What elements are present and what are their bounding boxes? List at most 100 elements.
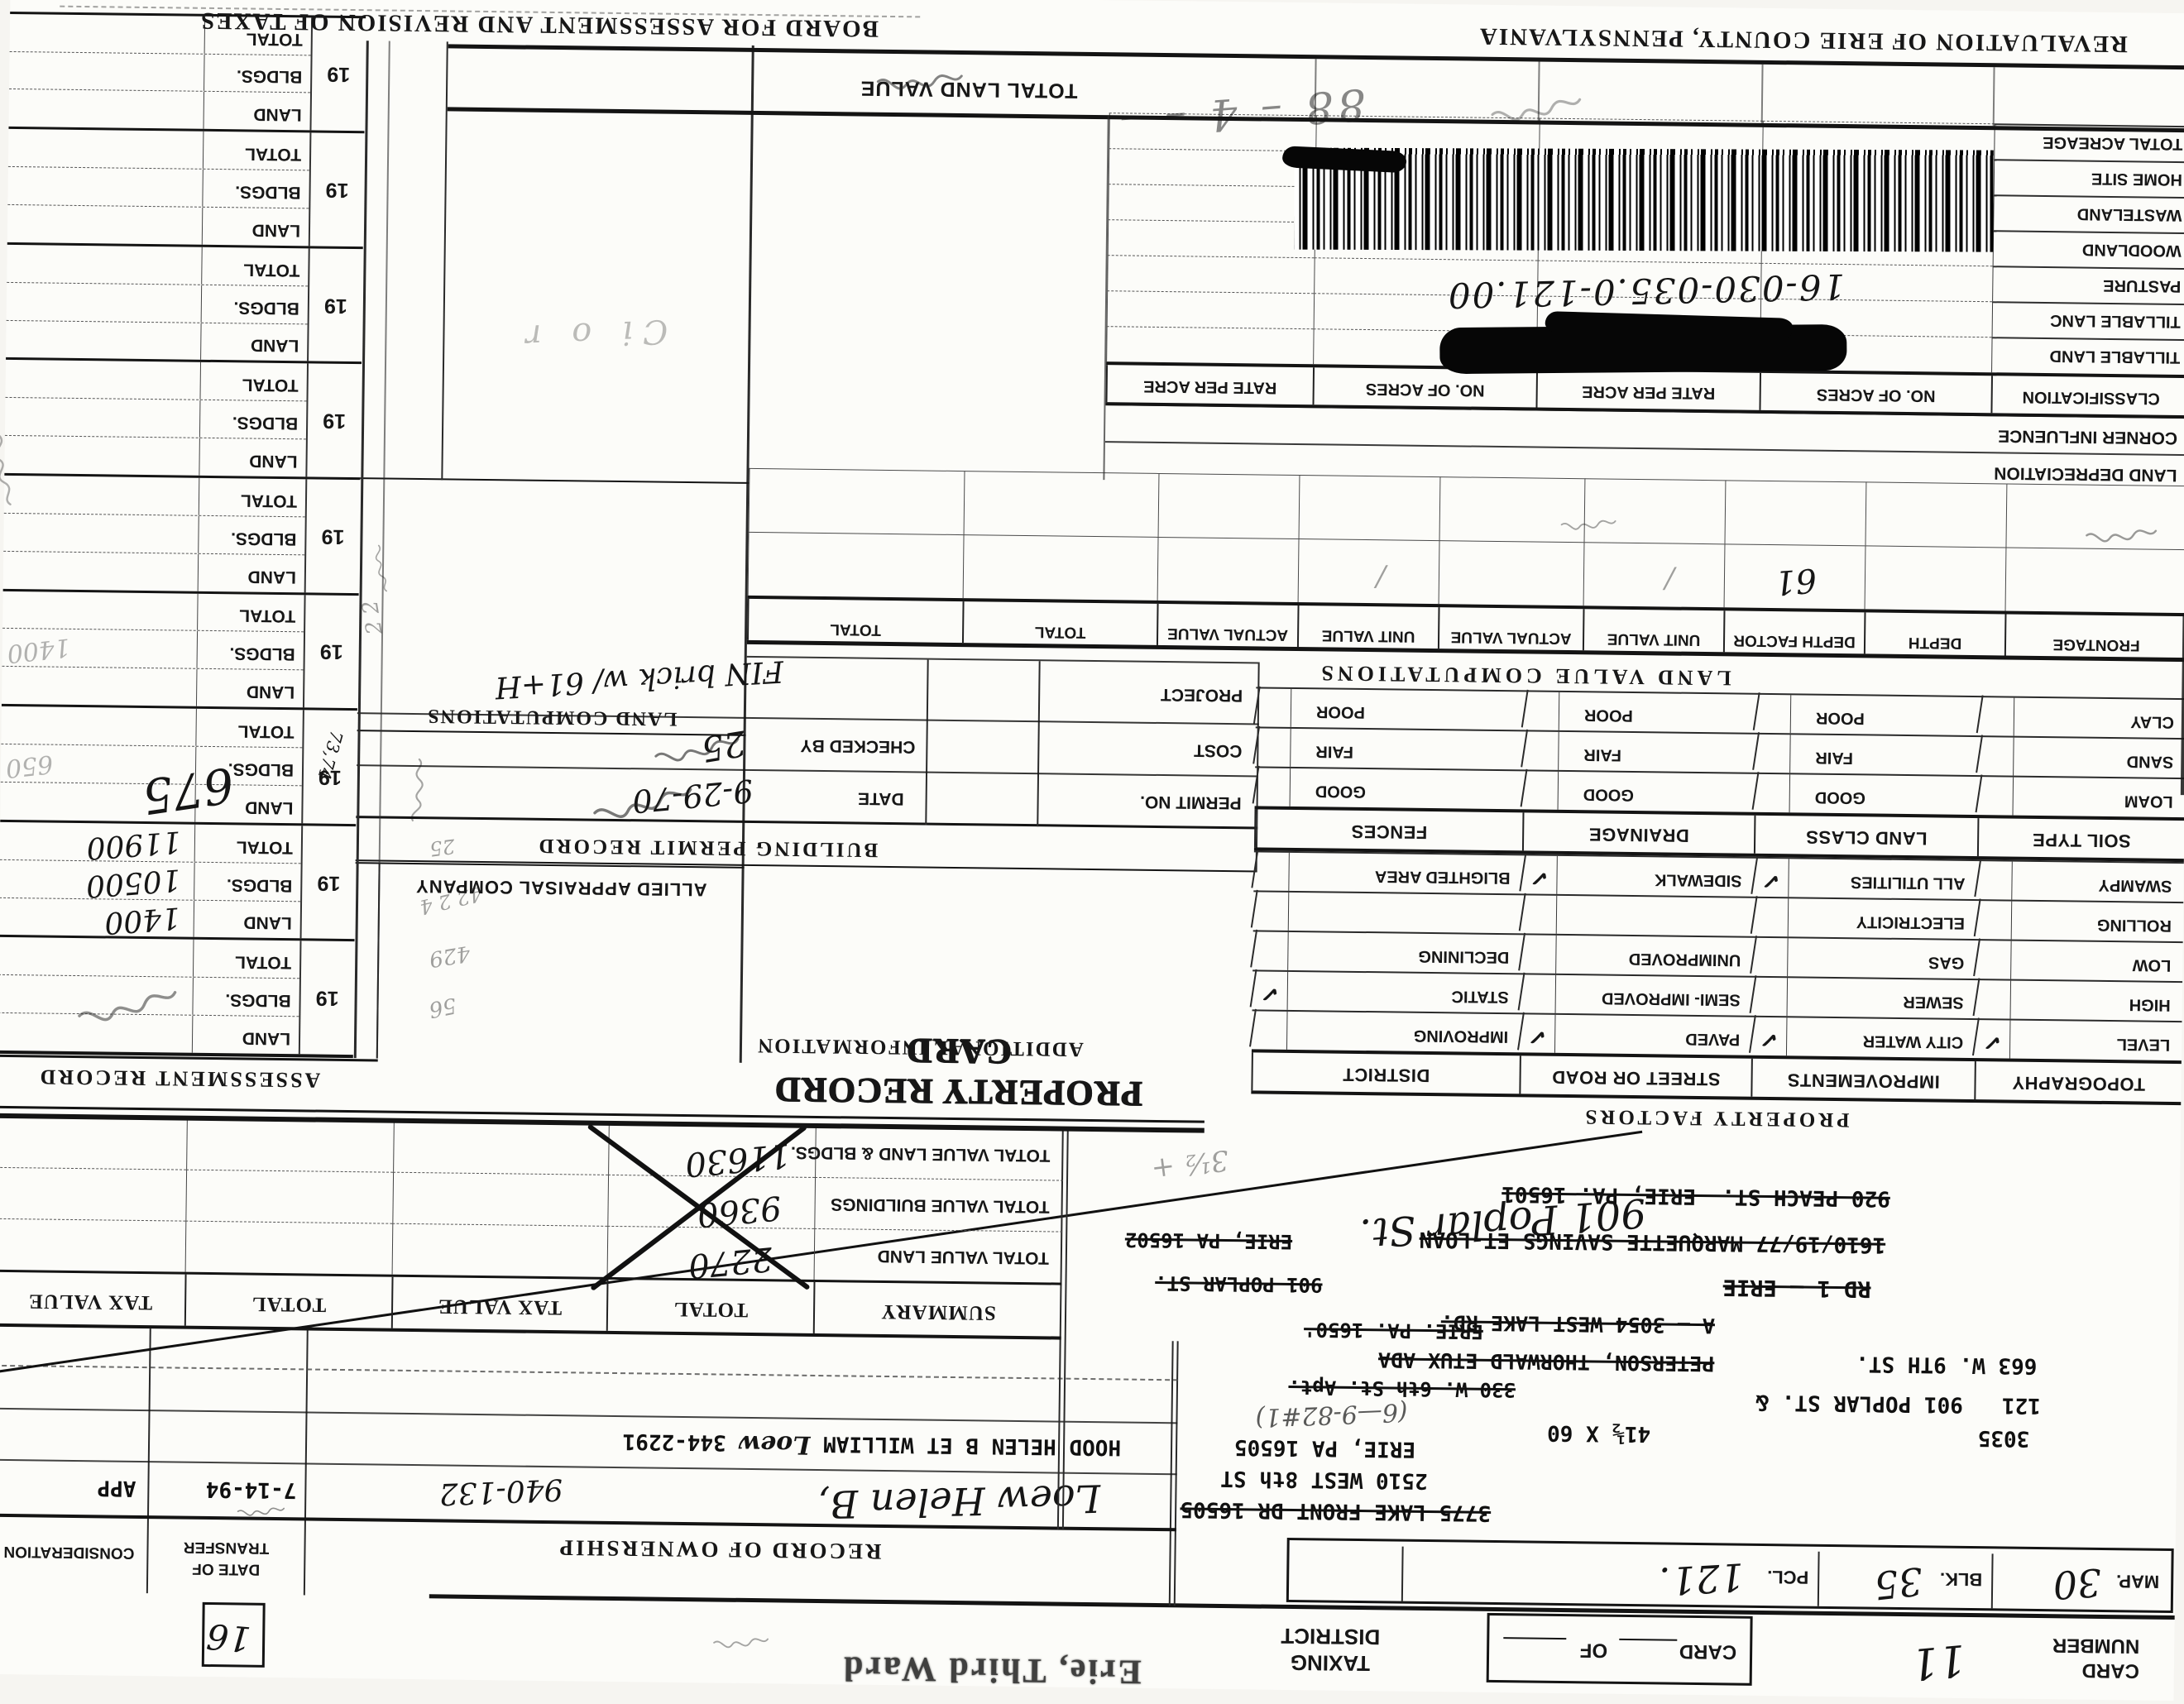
factor-checkbox: [1518, 893, 1559, 936]
land-value-cell: [8, 89, 204, 129]
blk-value: 35: [1871, 1558, 1925, 1609]
assessment-row: TOTAL: [5, 360, 308, 401]
soil-grade: POOR: [1558, 692, 1756, 733]
margin-scrawl: 56: [426, 992, 459, 1022]
corner-influence-label: CORNER INFLUENCE: [1997, 426, 2178, 448]
land-value-hw: [190, 117, 204, 118]
scribble-icon: [237, 1506, 285, 1517]
factor-label: ELECTRICITY: [1787, 898, 1977, 940]
land-label: LAND: [191, 1015, 299, 1055]
total-value-hw: [188, 273, 201, 274]
assessment-year-cell: 19: [308, 132, 365, 247]
assessment-group: 19 LAND BLDGS. TOTAL: [1, 588, 359, 709]
land-value-cell: 1400: [0, 897, 194, 941]
bldgs-value-hw: [184, 657, 197, 658]
classification-label: TILLABLE LAND: [1991, 337, 2184, 376]
rate-cell: [1107, 219, 1315, 258]
assessment-row: BLDGS.: [9, 50, 311, 93]
soil-type-label: LOAM: [2012, 777, 2184, 818]
land-value-hw: [183, 695, 196, 696]
assessment-group: 19 LAND BLDGS. TOTAL: [6, 242, 363, 362]
lvc-cell: [1438, 540, 1584, 606]
ownership-row-rule: [0, 1407, 1178, 1424]
assessment-year-cell: 19: [307, 248, 363, 362]
factor-label: SEWER: [1786, 978, 1976, 1019]
factor-checkbox: [1250, 889, 1291, 933]
blk-label: BLK.: [1939, 1568, 1983, 1591]
bldgs-value-hw: 10500: [84, 861, 182, 903]
ownership-row-rule-dashed: [0, 1364, 1179, 1381]
permit-no-label: PERMIT NO.: [1139, 792, 1242, 813]
assessment-group: 19 LAND BLDGS. TOTAL: [2, 472, 361, 593]
lvc-header-cell: TOTAL: [746, 598, 963, 644]
card-number-label-line1: CARD: [2081, 1659, 2140, 1682]
factor-checkbox: [1973, 898, 2014, 942]
factor-label: DECLINING: [1287, 931, 1521, 974]
land-label: LAND: [201, 207, 309, 247]
assessment-group-rows: LAND BLDGS. TOTAL: [4, 360, 308, 477]
assessment-faint-hw: 650: [4, 749, 55, 783]
address-peach-struck: 920 PEACH ST. ERIE, PA. 16501: [1502, 1181, 1891, 1211]
total-value-cell: 11900: [0, 822, 194, 864]
total-value-cell: [4, 476, 199, 515]
date-of-transfer-label1: DATE OF: [192, 1559, 261, 1578]
assessment-row: TOTAL: [1, 706, 303, 748]
consideration-value: APP: [97, 1475, 136, 1501]
address-poplar-121: 121 901 POPLAR ST. &: [1755, 1389, 2041, 1419]
bldgs-value-hw: [184, 542, 198, 543]
summary-header-cell: SUMMARY: [812, 1281, 1062, 1337]
factor-checkbox: ✓: [1751, 856, 1791, 899]
bldgs-value-hw: [189, 195, 203, 196]
year-prefix: 19: [323, 294, 347, 318]
classification-label: PASTURE: [1992, 266, 2184, 304]
ownership-title: RECORD OF OWNERSHIP: [557, 1535, 882, 1564]
assessment-row: TOTAL 11900: [0, 822, 302, 864]
classification-label: TILLABLE LANC: [1991, 301, 2184, 340]
total-label: TOTAL: [197, 593, 304, 632]
tick-mark: ∕: [1664, 562, 1675, 596]
lvc-header-cell: DEPTH FACTOR: [1722, 610, 1865, 654]
divider: [1990, 1553, 1994, 1609]
lvc-cell: [1439, 476, 1585, 543]
scribble-icon: [713, 1637, 769, 1649]
summary-cell: [185, 1169, 394, 1223]
tick-mark: ∕: [1376, 560, 1387, 594]
land-value-cell: [3, 552, 199, 591]
factor-label: SIDEWALK: [1556, 855, 1754, 897]
assessment-row: LAND: [4, 435, 306, 477]
additional-information-title: ADDITIONAL INFORMATION: [756, 1034, 1084, 1060]
assessment-row: TOTAL: [8, 129, 310, 170]
classification-header-cell: CLASSIFICATION: [1990, 376, 2184, 416]
total-value-cell: [7, 245, 202, 285]
land-value-hw: [184, 580, 198, 581]
assessment-year-cell: 19: [302, 594, 359, 709]
soil-grade: POOR: [1789, 695, 1980, 736]
permit-box-top: [355, 859, 1257, 873]
rate-cell: [1106, 290, 1315, 329]
factor-label: LEVEL: [2009, 1020, 2182, 1061]
land-value-cell: [7, 205, 203, 245]
address-3035: 3035: [1977, 1425, 2030, 1451]
pcl-label: PCL.: [1766, 1567, 1809, 1588]
factor-checkbox: [1974, 859, 2014, 902]
year-prefix: 19: [321, 524, 345, 548]
assessment-row: BLDGS.: [6, 281, 309, 323]
factor-checkbox: [1972, 978, 2014, 1022]
bldgs-label: BLDGS.: [194, 862, 301, 901]
map-label: MAP.: [2115, 1571, 2160, 1592]
rate-cell: [1106, 326, 1314, 365]
address-west-9th: 663 W. 9TH ST.: [1856, 1351, 2038, 1379]
total-label: TOTAL: [201, 247, 309, 286]
year-prefix: 19: [315, 986, 339, 1011]
taxing-label: TAXING: [1290, 1650, 1371, 1677]
land-value-hw: [179, 1041, 192, 1042]
total-label: TOTAL: [202, 132, 310, 170]
summary-cell: [0, 1166, 187, 1221]
year-handwritten: 73,74: [314, 728, 347, 782]
summary-header-cell: TOTAL: [184, 1274, 392, 1328]
factor-label: UNIMPROVED: [1555, 935, 1753, 976]
assessment-row: LAND: [8, 89, 311, 131]
total-value-hw: [187, 388, 200, 389]
assessment-table: 19 LAND BLDGS. TOTAL: [0, 11, 366, 1059]
assessment-year-cell: 19: [305, 363, 362, 478]
